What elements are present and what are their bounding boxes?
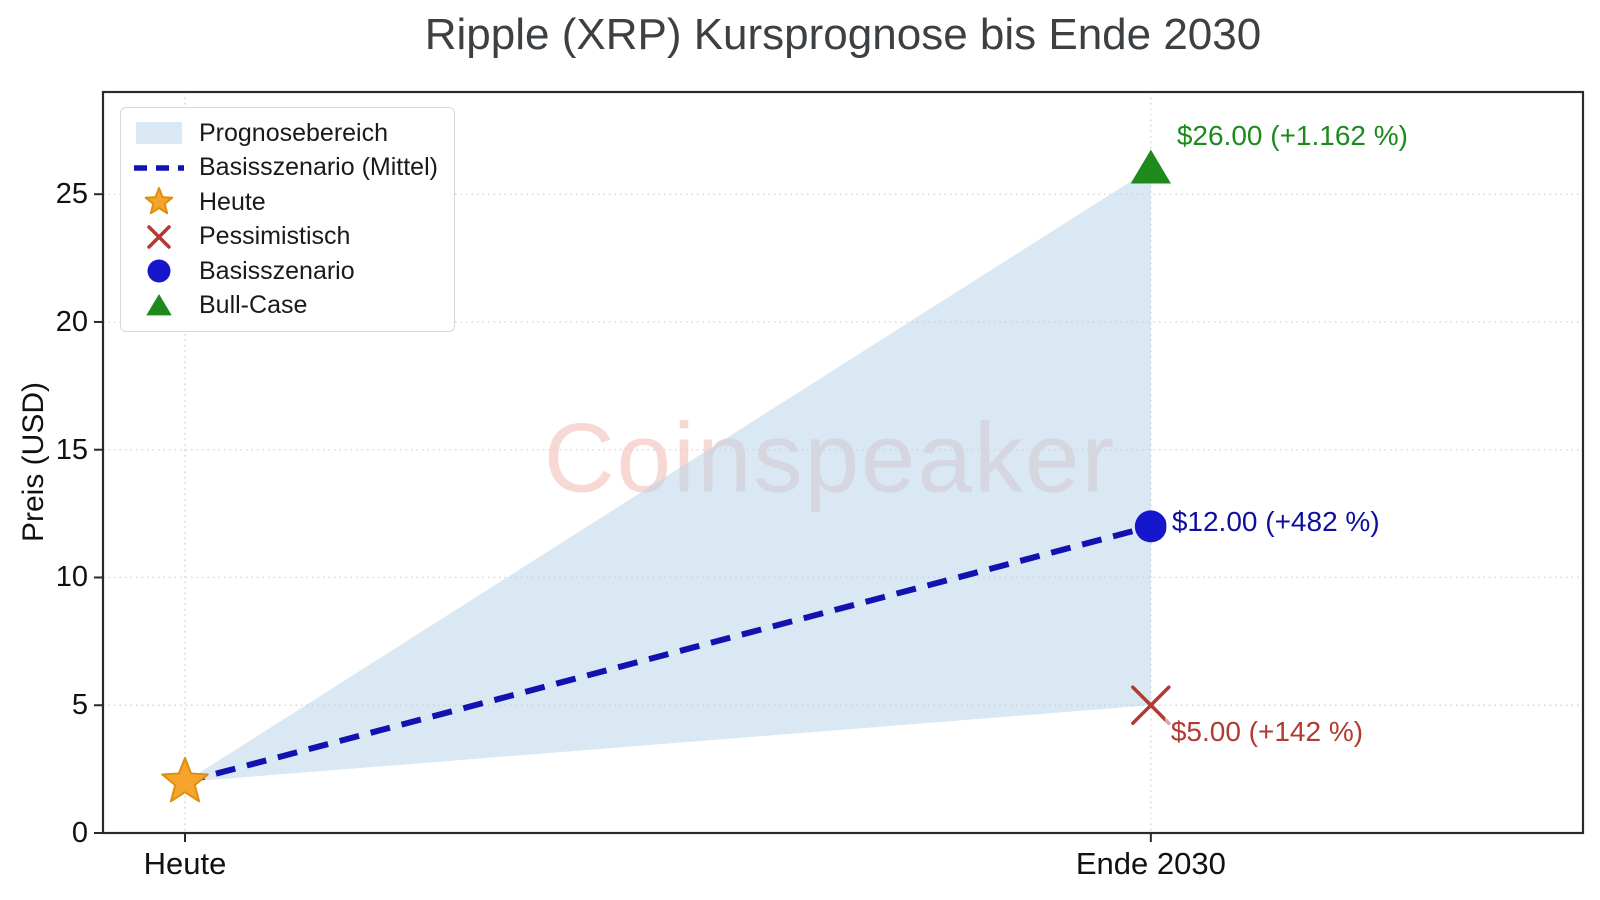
legend-label: Basisszenario — [199, 256, 355, 285]
annotation-bull-case: $26.00 (+1.162 %) — [1170, 118, 1414, 153]
forecast-band-area — [184, 168, 1151, 782]
plot-border — [101, 90, 1585, 835]
marker-circle — [1134, 510, 1167, 543]
triangle-marker-icon — [146, 293, 172, 316]
legend-label: Prognosebereich — [199, 118, 389, 147]
dashed-line-icon — [134, 165, 184, 171]
star-glyph — [144, 187, 174, 215]
legend-item-pessimistisch: Pessimistisch — [131, 220, 438, 255]
legend: Prognosebereich Basisszenario (Mittel) H… — [120, 107, 455, 332]
legend-item-basisszenario-mittel: Basisszenario (Mittel) — [131, 151, 438, 186]
legend-item-heute: Heute — [131, 185, 438, 220]
base-scenario-line — [184, 523, 1152, 785]
marker-triangle — [1130, 149, 1171, 184]
legend-label: Basisszenario (Mittel) — [199, 153, 438, 182]
marker-x — [1131, 685, 1171, 725]
circle-marker-icon — [147, 259, 171, 283]
band-swatch — [136, 122, 182, 145]
legend-item-prognosebereich: Prognosebereich — [131, 116, 438, 151]
circle-glyph — [147, 259, 171, 283]
legend-label: Heute — [199, 187, 266, 216]
legend-item-bull-case: Bull-Case — [131, 289, 438, 324]
marker-star — [161, 756, 209, 803]
star-icon — [144, 187, 174, 215]
x-glyph — [147, 225, 171, 249]
legend-label: Bull-Case — [199, 291, 308, 320]
legend-label: Pessimistisch — [199, 222, 351, 251]
triangle-glyph — [146, 293, 172, 316]
annotation-pessimistic: $5.00 (+142 %) — [1164, 715, 1370, 750]
annotation-base-scenario: $12.00 (+482 %) — [1165, 505, 1386, 540]
band-swatch-icon — [136, 122, 182, 145]
x-marker-icon — [147, 225, 171, 249]
chart-title: Ripple (XRP) Kursprognose bis Ende 2030 — [424, 10, 1262, 59]
legend-item-basisszenario: Basisszenario — [131, 254, 438, 289]
